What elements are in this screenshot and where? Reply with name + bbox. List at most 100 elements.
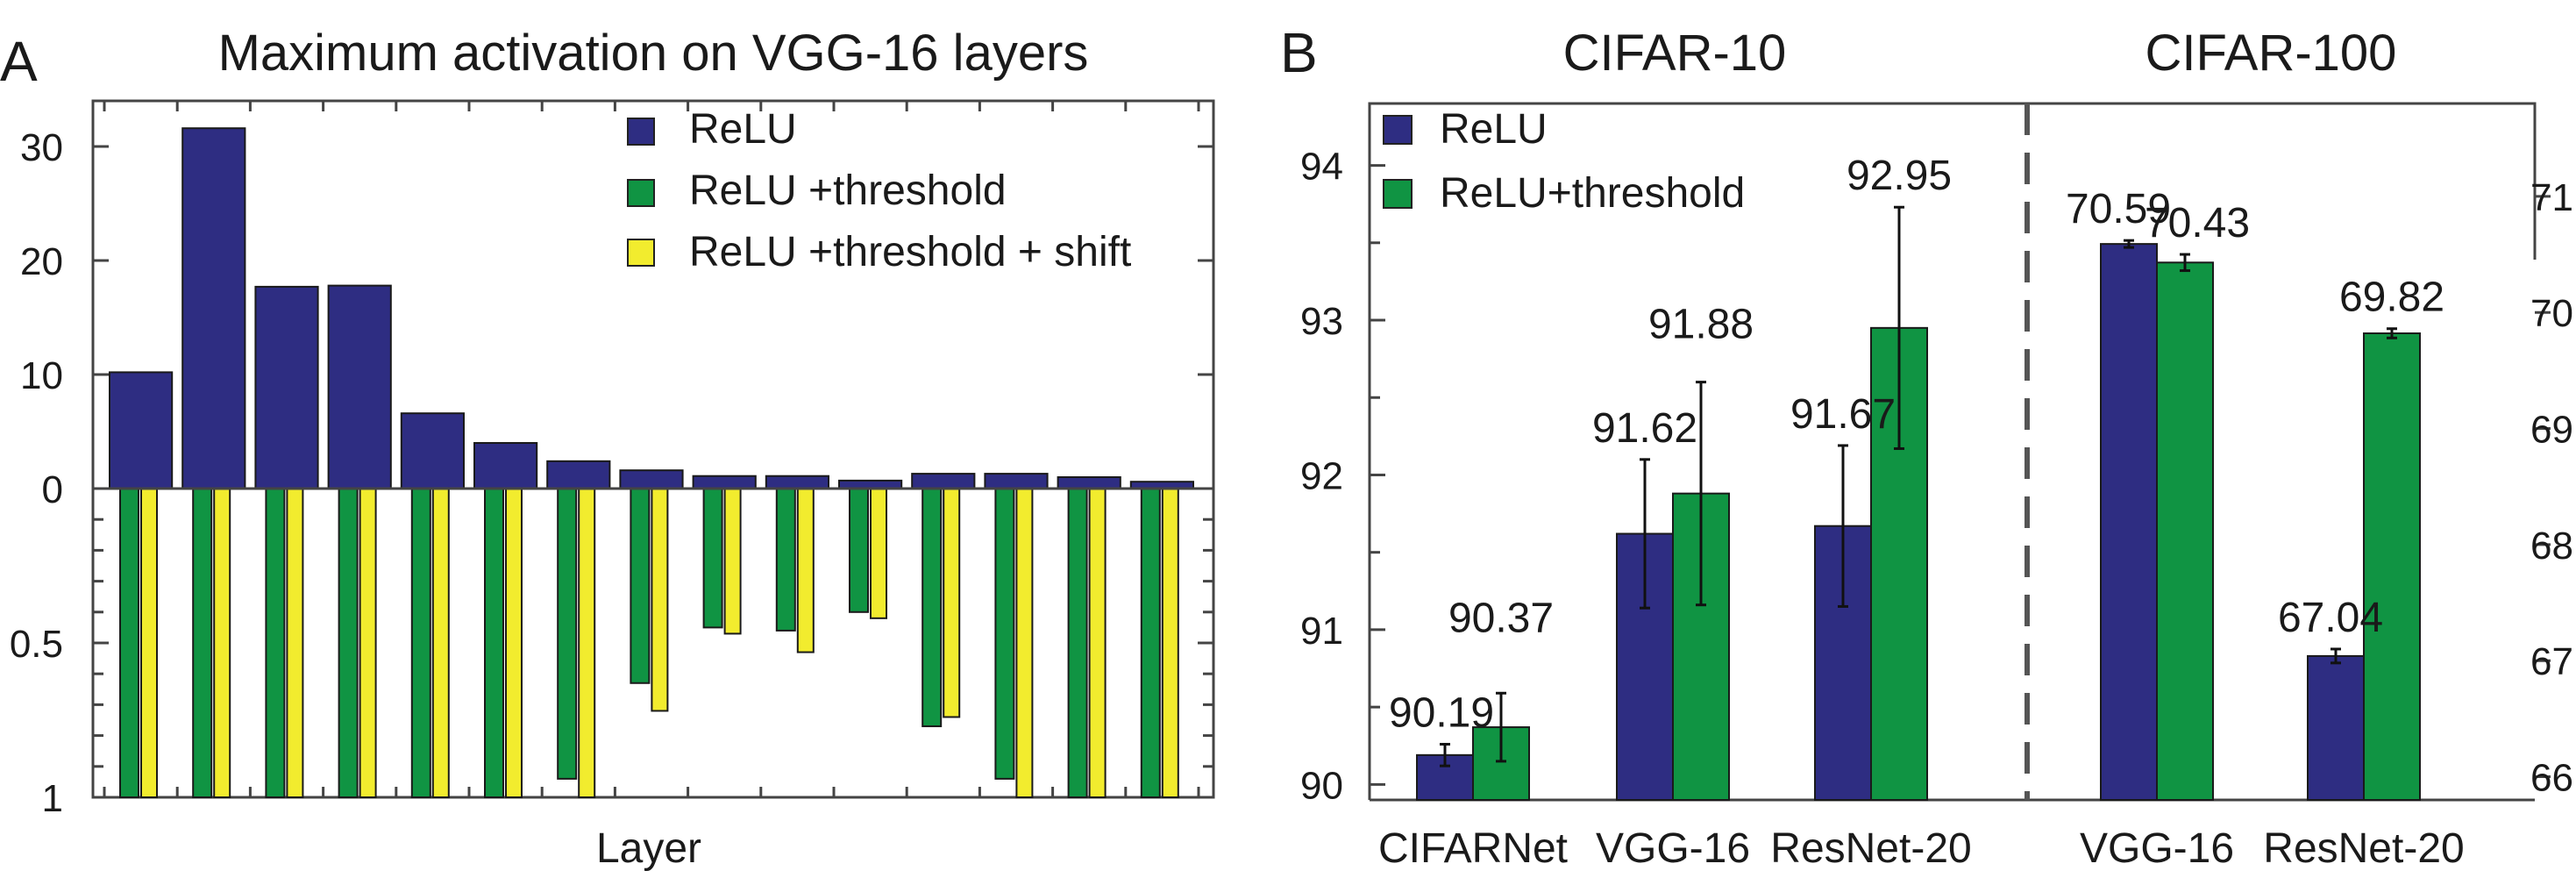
cifar100-category-label-resnet-20: ResNet-20 <box>2263 825 2464 872</box>
cifar100-value-label-resnet-20-relu: 67.04 <box>2278 595 2383 641</box>
panel-b-error-bars <box>1440 205 2397 767</box>
cifar100-ytick-label-67: 67 <box>2530 640 2573 683</box>
relu-bar-1 <box>109 371 174 489</box>
cifar10-value-label-resnet-20-threshold: 92.95 <box>1847 153 1952 199</box>
legend-label-relu: ReLU <box>689 106 797 153</box>
cifar10-category-label-resnet-20: ResNet-20 <box>1770 825 1971 872</box>
panel-a-x-axis-label: Layer <box>596 825 701 872</box>
cifar10-category-label-vgg-16: VGG-16 <box>1596 825 1750 872</box>
panel-b-plot-frame <box>1368 102 2537 800</box>
relu-bar-7 <box>546 460 611 489</box>
a-upper-ytick-label-0: 0 <box>42 468 63 511</box>
cifar10-ytick-label-92: 92 <box>1300 454 1343 497</box>
threshold-bar-13 <box>994 488 1015 780</box>
panel-a-legend: ReLU ReLU +threshold ReLU +threshold + s… <box>627 106 1131 275</box>
cifar100-threshold-bar-vgg-16 <box>2156 261 2214 801</box>
threshold-bar-2 <box>192 488 213 798</box>
relu-bar-4 <box>327 284 392 489</box>
panel-a-shift-bars <box>140 488 1179 798</box>
cifar10-value-label-cifarnet-threshold: 90.37 <box>1448 595 1554 641</box>
relu-bar-5 <box>400 412 465 490</box>
threshold-bar-9 <box>702 488 723 629</box>
shift-bar-13 <box>1015 488 1034 798</box>
shift-bar-8 <box>651 488 669 712</box>
shift-bar-14 <box>1088 488 1107 798</box>
cifar100-relu-bar-vgg-16 <box>2100 243 2158 801</box>
cifar100-value-label-vgg-16-threshold: 70.43 <box>2145 200 2250 246</box>
panel-b-value-labels: 90.19 90.37 91.62 91.88 91.67 92.95 70.5970.43… <box>1389 153 2444 736</box>
cifar100-y-tick-labels: 66 67 68 69 70 71 <box>2530 176 2573 800</box>
threshold-bar-5 <box>410 488 431 798</box>
relu-bar-8 <box>619 469 684 490</box>
shift-bar-5 <box>431 488 450 798</box>
panel-b: B CIFAR-10 CIFAR-100 90 91 92 93 94 66 67 68 69… <box>1280 21 2573 872</box>
shift-bar-6 <box>505 488 523 798</box>
cifar100-ytick-label-66: 66 <box>2530 757 2573 800</box>
cifar10-value-label-resnet-20-relu: 91.67 <box>1790 391 1896 438</box>
shift-bar-11 <box>870 488 887 619</box>
relu-bar-2 <box>181 127 246 489</box>
threshold-bar-4 <box>338 488 359 798</box>
b-legend-label-threshold: ReLU+threshold <box>1440 170 1745 217</box>
panel-a-plot-frame <box>91 99 1215 799</box>
shift-bar-4 <box>359 488 377 798</box>
threshold-bar-8 <box>630 488 651 684</box>
cifar10-ytick-label-94: 94 <box>1300 146 1343 189</box>
cifar10-value-label-vgg-16-relu: 91.62 <box>1592 405 1697 452</box>
cifar10-ytick-label-90: 90 <box>1300 764 1343 807</box>
cifar10-title: CIFAR-10 <box>1563 25 1787 82</box>
legend-swatch-threshold <box>627 179 655 207</box>
panel-a-relu-bars <box>109 127 1195 490</box>
threshold-bar-7 <box>557 488 578 780</box>
cifar100-ytick-label-69: 69 <box>2530 409 2573 452</box>
cifar100-value-label-vgg-16-relu: 70.59 <box>2066 186 2171 232</box>
cifar10-y-ticks <box>1370 164 1385 786</box>
cifar10-value-label-vgg-16-threshold: 91.88 <box>1648 302 1754 348</box>
legend-label-shift: ReLU +threshold + shift <box>689 229 1131 275</box>
relu-bar-9 <box>692 475 757 490</box>
threshold-bar-3 <box>265 488 286 798</box>
shift-bar-15 <box>1161 488 1179 798</box>
threshold-bar-11 <box>849 488 869 613</box>
panel-a-tick-marks <box>93 101 1213 799</box>
legend-swatch-shift <box>627 239 655 267</box>
a-lower-ytick-label-1: 1 <box>42 777 63 820</box>
shift-bar-2 <box>213 488 231 798</box>
relu-bar-12 <box>911 473 976 489</box>
relu-bar-6 <box>473 442 538 489</box>
a-upper-ytick-label-20: 20 <box>20 240 63 283</box>
panel-b-letter: B <box>1280 21 1318 84</box>
cifar10-ytick-label-93: 93 <box>1300 300 1343 343</box>
shift-bar-12 <box>943 488 961 718</box>
cifar100-category-label-vgg-16: VGG-16 <box>2080 825 2234 872</box>
cifar100-relu-bar-resnet-20 <box>2307 654 2365 802</box>
panel-a-title: Maximum activation on VGG-16 layers <box>218 25 1089 82</box>
cifar10-category-label-cifarnet: CIFARNet <box>1378 825 1568 872</box>
b-legend-swatch-relu <box>1383 115 1413 145</box>
cifar100-threshold-bar-resnet-20 <box>2363 332 2421 801</box>
panel-b-category-labels: CIFARNet VGG-16 ResNet-20 VGG-16 ResNet-20 <box>1378 825 2465 872</box>
threshold-bar-15 <box>1140 488 1161 798</box>
cifar100-ytick-label-68: 68 <box>2530 525 2573 567</box>
cifar100-ytick-label-71: 71 <box>2530 176 2573 219</box>
cifar10-y-tick-labels: 90 91 92 93 94 <box>1300 146 1343 808</box>
b-legend-swatch-threshold <box>1383 179 1413 209</box>
shift-bar-10 <box>796 488 815 653</box>
cifar10-value-label-cifarnet-relu: 90.19 <box>1389 689 1494 736</box>
legend-swatch-relu <box>627 118 655 146</box>
panel-a-threshold-bars <box>119 488 1161 798</box>
b-legend-label-relu: ReLU <box>1440 106 1548 153</box>
cifar100-ytick-label-70: 70 <box>2530 292 2573 335</box>
cifar100-value-label-resnet-20-threshold: 69.82 <box>2339 275 2444 321</box>
threshold-bar-10 <box>775 488 796 632</box>
threshold-bar-6 <box>484 488 504 798</box>
panel-a-upper-y-tick-labels: 0 10 20 30 <box>20 126 63 511</box>
a-upper-ytick-label-10: 10 <box>20 354 63 397</box>
panel-b-legend: ReLU ReLU+threshold <box>1383 106 1745 217</box>
threshold-bar-1 <box>119 488 139 798</box>
relu-bar-14 <box>1057 476 1121 489</box>
panel-a-lower-y-tick-labels: 0.51 <box>10 623 63 820</box>
shift-bar-7 <box>578 488 596 798</box>
cifar100-title: CIFAR-100 <box>2145 25 2397 82</box>
